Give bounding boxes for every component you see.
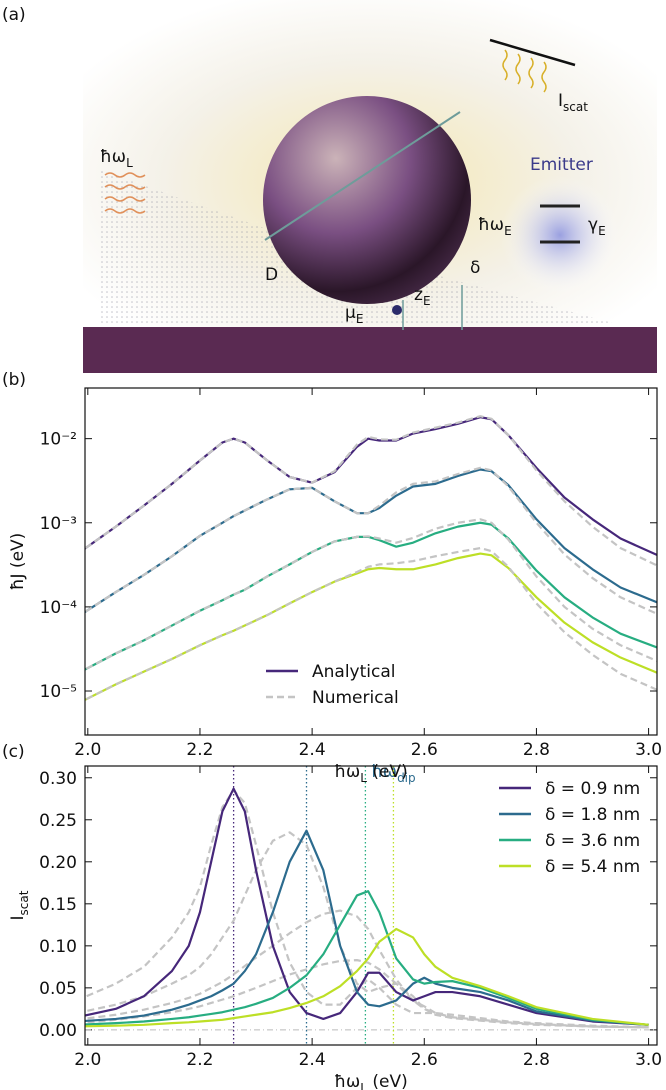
diameter-label: D bbox=[265, 265, 278, 285]
axis-label: Iscat bbox=[8, 890, 31, 920]
emitter-glow bbox=[500, 175, 620, 295]
series-line bbox=[85, 521, 657, 671]
y-tick-label: 0.25 bbox=[39, 811, 77, 831]
dipole-label: μE bbox=[345, 303, 363, 326]
series-line bbox=[85, 959, 649, 1029]
x-tick-label: 2.2 bbox=[186, 1050, 213, 1070]
label-main: I bbox=[558, 91, 563, 111]
nanosphere bbox=[263, 96, 471, 304]
y-tick-label: 0.20 bbox=[39, 853, 77, 873]
label-main: I bbox=[8, 915, 28, 920]
axis-label: ħωL (eV) bbox=[334, 1072, 408, 1090]
label-main: ħJ (eV) bbox=[8, 533, 28, 591]
x-tick-label: 3.0 bbox=[635, 740, 662, 760]
x-tick-label: 2.4 bbox=[299, 740, 326, 760]
y-tick-label: 10⁻⁴ bbox=[40, 598, 78, 618]
label-sub: E bbox=[356, 312, 364, 326]
emitter-energy: ħωE bbox=[478, 215, 512, 238]
y-tick-label: 0.15 bbox=[39, 895, 77, 915]
gap-label: δ bbox=[470, 258, 480, 278]
y-tick-label: 10⁻⁵ bbox=[40, 682, 77, 702]
x-tick-label: 2.4 bbox=[299, 1050, 326, 1070]
x-tick-label: 2.6 bbox=[411, 740, 438, 760]
x-tick-label: 2.0 bbox=[74, 740, 101, 760]
incident-beam bbox=[100, 170, 620, 325]
y-tick-label: 0.30 bbox=[39, 769, 77, 789]
scattered-waves bbox=[502, 49, 547, 93]
label-sub: L bbox=[126, 156, 133, 170]
label-main: ħω bbox=[334, 1072, 360, 1090]
scattered-label: Iscat bbox=[558, 91, 588, 114]
legend-label: Analytical bbox=[312, 662, 395, 682]
label-sub: L bbox=[360, 1081, 367, 1090]
axis-label: ħωL (eV) bbox=[334, 762, 408, 785]
label-sub: scat bbox=[563, 100, 588, 114]
series-line bbox=[85, 466, 657, 615]
substrate bbox=[83, 327, 657, 373]
plot-area bbox=[85, 415, 657, 702]
label-sub: L bbox=[360, 771, 367, 785]
annotation: ħωdip bbox=[371, 762, 416, 785]
diameter-line bbox=[264, 111, 461, 241]
label-main: ħω bbox=[334, 762, 360, 782]
emitter-title: Emitter bbox=[530, 155, 593, 175]
series-line bbox=[85, 927, 649, 1028]
legend-label: δ = 1.8 nm bbox=[545, 805, 640, 825]
illustration: (a) ħωL D μE zE δ Iscat Emitter ħωE γE bbox=[2, 0, 657, 373]
label-main: ħω bbox=[100, 147, 126, 167]
x-tick-label: 2.8 bbox=[523, 1050, 550, 1070]
panel-label: (a) bbox=[2, 5, 26, 25]
label-main: ħω bbox=[478, 215, 504, 235]
y-tick-label: 10⁻² bbox=[40, 430, 77, 450]
panel-label: (c) bbox=[2, 742, 25, 762]
height-label: zE bbox=[414, 285, 431, 308]
series-line bbox=[85, 789, 649, 1029]
incident-label: ħωL bbox=[100, 147, 133, 170]
label-main: μ bbox=[345, 303, 356, 323]
label-sub: E bbox=[423, 294, 431, 308]
dipole bbox=[392, 305, 402, 315]
incident-waves bbox=[104, 172, 146, 214]
label-main: ħω bbox=[371, 762, 397, 782]
series-line bbox=[85, 890, 649, 1026]
x-tick-label: 2.8 bbox=[523, 740, 550, 760]
plot-area bbox=[85, 766, 657, 1045]
series-line bbox=[85, 518, 657, 671]
y-tick-label: 10⁻³ bbox=[40, 514, 77, 534]
series-line bbox=[85, 787, 649, 1026]
axis-label: ħJ (eV) bbox=[8, 533, 28, 591]
label-sub: E bbox=[598, 224, 606, 238]
emitter-decay: γE bbox=[588, 215, 606, 238]
plot-frame bbox=[84, 387, 658, 736]
y-tick-label: 0.00 bbox=[39, 1021, 77, 1041]
label-suffix: (eV) bbox=[367, 762, 408, 782]
series-line bbox=[85, 546, 657, 702]
series-line bbox=[85, 829, 649, 1026]
label-sub: E bbox=[504, 224, 512, 238]
detector bbox=[489, 38, 576, 67]
x-tick-label: 3.0 bbox=[635, 1050, 662, 1070]
label-suffix: (eV) bbox=[367, 1072, 408, 1090]
label-main: γ bbox=[588, 215, 598, 235]
legend-label: δ = 0.9 nm bbox=[545, 779, 640, 799]
y-tick-label: 0.10 bbox=[39, 937, 77, 957]
legend-label: δ = 3.6 nm bbox=[545, 831, 640, 851]
label-main: z bbox=[414, 285, 423, 305]
label-sub: scat bbox=[17, 890, 31, 915]
series-line bbox=[85, 909, 649, 1029]
y-tick-label: 0.05 bbox=[39, 979, 77, 999]
x-tick-label: 2.0 bbox=[74, 1050, 101, 1070]
label-sub: dip bbox=[397, 771, 416, 785]
series-line bbox=[85, 468, 657, 614]
x-tick-label: 2.6 bbox=[411, 1050, 438, 1070]
x-tick-label: 2.2 bbox=[186, 740, 213, 760]
panel-label: (b) bbox=[2, 370, 26, 390]
legend-label: Numerical bbox=[312, 688, 399, 708]
legend-label: δ = 5.4 nm bbox=[545, 857, 640, 877]
plot-frame bbox=[84, 765, 658, 1046]
series-line bbox=[85, 415, 657, 567]
